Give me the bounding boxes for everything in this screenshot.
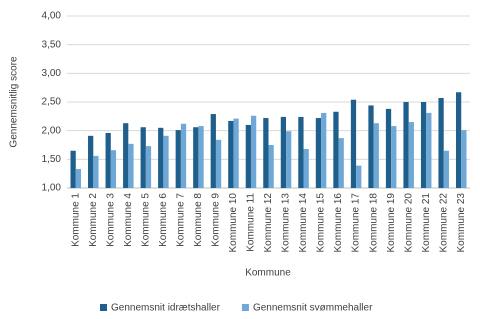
bar bbox=[315, 118, 322, 188]
x-tick-label: Kommune 5 bbox=[140, 193, 151, 247]
x-axis-label: Kommune bbox=[245, 268, 291, 279]
bar bbox=[368, 105, 374, 188]
bar bbox=[145, 146, 152, 188]
bar bbox=[75, 169, 82, 188]
x-tick-label: Kommune 10 bbox=[228, 193, 239, 253]
bar bbox=[228, 120, 234, 188]
x-tick-label: Kommune 3 bbox=[105, 193, 116, 247]
bar bbox=[215, 139, 222, 188]
bar bbox=[245, 124, 251, 188]
bar bbox=[88, 135, 94, 188]
bar bbox=[180, 123, 187, 188]
bar bbox=[105, 132, 111, 188]
bar bbox=[175, 130, 181, 188]
x-tick-label: Kommune 12 bbox=[263, 193, 274, 253]
x-tick-label: Kommune 14 bbox=[298, 193, 309, 253]
x-tick-label: Kommune 16 bbox=[333, 193, 344, 253]
bar bbox=[385, 108, 392, 188]
bar bbox=[426, 112, 432, 188]
x-tick-label: Kommune 19 bbox=[386, 193, 397, 253]
bar bbox=[210, 114, 216, 188]
x-tick-label: Kommune 1 bbox=[70, 193, 81, 247]
x-tick-label: Kommune 20 bbox=[403, 193, 414, 253]
x-tick-label: Kommune 9 bbox=[211, 193, 222, 247]
x-tick-label: Kommune 2 bbox=[88, 193, 99, 247]
y-axis-label: Gennemsnitlig score bbox=[9, 56, 20, 148]
y-tick-label: 1,50 bbox=[42, 154, 62, 165]
bar bbox=[198, 126, 204, 188]
x-tick-label: Kommune 23 bbox=[456, 193, 467, 253]
bar bbox=[140, 127, 146, 188]
legend-swatch bbox=[100, 304, 107, 311]
bar bbox=[280, 116, 287, 188]
y-tick-label: 2,00 bbox=[42, 125, 62, 136]
bar bbox=[70, 150, 76, 188]
bar bbox=[461, 130, 467, 188]
bar bbox=[303, 149, 309, 188]
bar bbox=[403, 102, 409, 188]
bar bbox=[321, 112, 327, 188]
bar bbox=[123, 123, 129, 188]
x-tick-label: Kommune 18 bbox=[368, 193, 379, 253]
x-tick-label: Kommune 15 bbox=[316, 193, 327, 253]
y-tick-label: 2,50 bbox=[42, 97, 62, 108]
legend-swatch bbox=[241, 304, 249, 311]
bar bbox=[356, 165, 362, 188]
bar bbox=[373, 123, 379, 188]
bar bbox=[333, 111, 339, 188]
bar bbox=[250, 115, 257, 188]
bar bbox=[163, 135, 169, 188]
x-tick-label: Kommune 8 bbox=[193, 193, 204, 247]
x-tick-label: Kommune 22 bbox=[438, 193, 449, 253]
bar bbox=[286, 131, 292, 188]
y-tick-label: 3,50 bbox=[42, 39, 62, 50]
y-tick-label: 3,00 bbox=[42, 68, 62, 79]
x-tick-label: Kommune 6 bbox=[158, 193, 169, 247]
bar bbox=[158, 127, 164, 188]
x-tick-label: Kommune 7 bbox=[176, 193, 187, 247]
x-tick-label: Kommune 4 bbox=[123, 193, 134, 247]
bar bbox=[193, 127, 199, 188]
x-tick-label: Kommune 17 bbox=[351, 193, 362, 253]
x-tick-label: Kommune 21 bbox=[421, 193, 432, 253]
x-tick-label: Kommune 13 bbox=[281, 193, 292, 253]
bar bbox=[391, 126, 397, 188]
bar bbox=[93, 155, 99, 188]
bar bbox=[110, 150, 117, 188]
bar bbox=[408, 122, 414, 188]
bar bbox=[128, 143, 134, 188]
bar bbox=[350, 99, 357, 188]
legend-label: Gennemsnit svømmehaller bbox=[253, 303, 373, 314]
bar bbox=[263, 118, 269, 188]
y-tick-label: 1,00 bbox=[42, 183, 62, 194]
bar bbox=[268, 145, 274, 188]
bar bbox=[438, 97, 444, 188]
x-tick-label: Kommune 11 bbox=[246, 193, 257, 252]
bar bbox=[298, 116, 304, 188]
bar bbox=[443, 150, 449, 188]
bar bbox=[233, 118, 239, 188]
bar bbox=[338, 138, 344, 188]
legend-label: Gennemsnit idrætshaller bbox=[111, 303, 221, 314]
bar bbox=[420, 102, 427, 188]
bar bbox=[455, 92, 462, 188]
y-tick-label: 4,00 bbox=[42, 11, 62, 22]
